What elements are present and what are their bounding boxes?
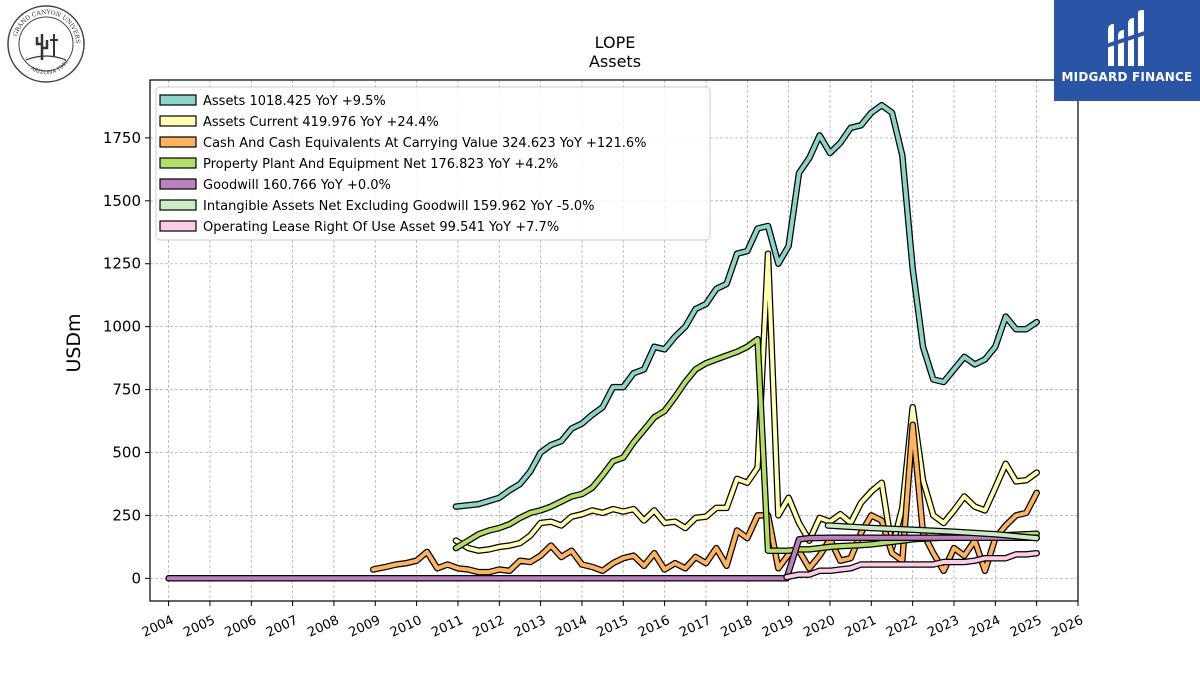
x-tick-label: 2008 bbox=[305, 613, 341, 641]
x-tick-label: 2016 bbox=[636, 613, 672, 641]
legend-swatch bbox=[159, 157, 197, 169]
series-assets bbox=[452, 101, 1040, 510]
x-tick-label: 2010 bbox=[388, 613, 424, 641]
x-tick-label: 2018 bbox=[719, 613, 755, 641]
series-line bbox=[825, 523, 1039, 541]
brand-name: MIDGARD FINANCE bbox=[1061, 70, 1193, 84]
midgard-mark-icon bbox=[1105, 10, 1149, 66]
legend-entry: Operating Lease Right Of Use Asset 99.54… bbox=[203, 220, 559, 235]
series-line bbox=[166, 535, 1039, 581]
x-tick-label: 2005 bbox=[181, 613, 217, 641]
legend-entry: Goodwill 160.766 YoY +0.0% bbox=[203, 178, 391, 193]
x-tick-label: 2012 bbox=[471, 613, 507, 641]
x-tick-label: 2011 bbox=[429, 613, 465, 641]
legend-swatch bbox=[159, 136, 197, 148]
x-tick-label: 2004 bbox=[140, 613, 176, 641]
y-tick-label: 750 bbox=[112, 381, 141, 399]
y-axis: 0 250 500 750 1000 1250 1500 1750 bbox=[103, 129, 150, 587]
x-tick-label: 2026 bbox=[1049, 613, 1085, 641]
chart-subtitle: Assets bbox=[589, 52, 641, 71]
series-line bbox=[453, 251, 1039, 553]
y-tick-label: 250 bbox=[112, 506, 141, 524]
series-line bbox=[784, 551, 1039, 580]
y-tick-label: 500 bbox=[112, 444, 141, 462]
legend: Assets 1018.425 YoY +9.5% Assets Current … bbox=[155, 86, 711, 241]
x-tick-label: 2014 bbox=[553, 613, 589, 641]
y-axis-label: USDm bbox=[63, 313, 85, 372]
legend-swatch bbox=[159, 115, 197, 127]
plot-frame bbox=[149, 79, 1079, 602]
x-tick-label: 2020 bbox=[801, 613, 837, 641]
x-tick-label: 2024 bbox=[967, 613, 1003, 641]
series-intangible-assets-net-excluding-goodwill bbox=[824, 522, 1040, 542]
midgard-finance-logo: MIDGARD FINANCE bbox=[1054, 0, 1200, 101]
y-tick-label: 0 bbox=[131, 569, 141, 587]
legend-swatch bbox=[159, 178, 197, 190]
legend-entry: Intangible Assets Net Excluding Goodwill… bbox=[203, 199, 594, 214]
legend-swatch bbox=[159, 94, 197, 106]
series-line bbox=[453, 103, 1039, 509]
legend-swatch bbox=[159, 199, 197, 211]
x-tick-label: 2009 bbox=[347, 613, 383, 641]
x-tick-label: 2025 bbox=[1008, 613, 1044, 641]
series-assets-current bbox=[452, 250, 1040, 554]
y-tick-label: 1250 bbox=[103, 255, 141, 273]
series-operating-lease-right-of-use-asset bbox=[783, 549, 1040, 581]
y-tick-label: 1750 bbox=[103, 129, 141, 147]
legend-entry: Assets 1018.425 YoY +9.5% bbox=[203, 94, 386, 109]
x-tick-label: 2015 bbox=[595, 613, 631, 641]
y-tick-label: 1500 bbox=[103, 192, 141, 210]
x-tick-label: 2021 bbox=[843, 613, 879, 641]
legend-entry: Cash And Cash Equivalents At Carrying Va… bbox=[203, 136, 646, 151]
x-tick-label: 2019 bbox=[760, 613, 796, 641]
legend-entry: Assets Current 419.976 YoY +24.4% bbox=[203, 115, 439, 130]
series-layer bbox=[165, 101, 1040, 582]
x-tick-label: 2022 bbox=[884, 613, 920, 641]
x-tick-label: 2006 bbox=[223, 613, 259, 641]
university-seal-logo: GRAND CANYON UNIVERSITY ARIZONA 1949 bbox=[6, 4, 85, 83]
y-tick-label: 1000 bbox=[103, 318, 141, 336]
legend-box bbox=[155, 86, 711, 241]
x-tick-label: 2017 bbox=[677, 613, 713, 641]
legend-entry: Property Plant And Equipment Net 176.823… bbox=[203, 157, 558, 172]
legend-swatch bbox=[159, 220, 197, 232]
x-tick-label: 2013 bbox=[512, 613, 548, 641]
x-tick-label: 2023 bbox=[925, 613, 961, 641]
x-axis: 2004 2005 2006 2007 2008 2009 2010 2011 2012 2013… bbox=[140, 601, 1086, 641]
x-tick-label: 2007 bbox=[264, 613, 300, 641]
chart-title: LOPE bbox=[595, 33, 636, 52]
series-goodwill bbox=[165, 534, 1040, 582]
